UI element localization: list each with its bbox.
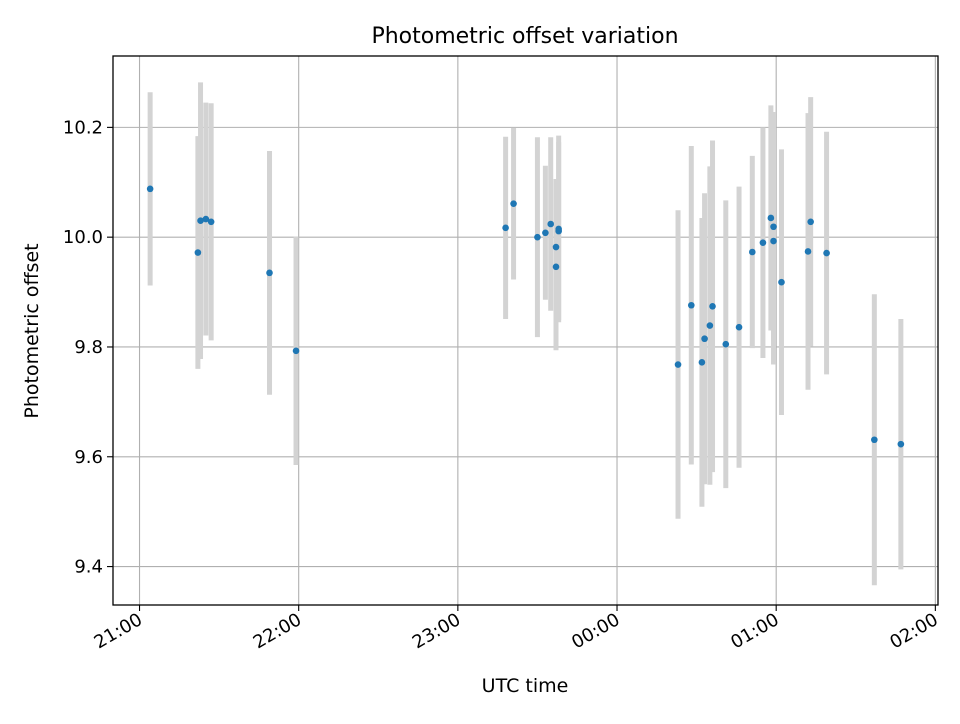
data-point	[534, 233, 541, 241]
data-point	[687, 301, 695, 309]
data-point	[542, 229, 549, 237]
data-point	[823, 249, 830, 257]
y-tick-label: 9.4	[74, 557, 103, 578]
data-point	[735, 323, 743, 331]
data-point	[807, 218, 814, 226]
data-point	[749, 248, 756, 256]
data-point	[266, 269, 273, 277]
data-point	[709, 303, 716, 310]
data-point	[701, 335, 708, 343]
data-point	[871, 436, 878, 444]
data-point	[502, 224, 509, 232]
data-point	[706, 322, 714, 329]
y-tick-label: 9.8	[74, 337, 103, 358]
chart-title: Photometric offset variation	[371, 24, 678, 49]
data-point	[770, 237, 777, 245]
y-axis-label: Photometric offset	[21, 243, 43, 418]
data-point	[197, 217, 204, 224]
y-tick-label: 10.2	[63, 117, 103, 138]
data-point	[778, 278, 785, 286]
grid-lines	[113, 56, 938, 605]
data-point	[804, 248, 812, 255]
data-point	[698, 359, 706, 366]
data-point	[767, 214, 775, 222]
data-point	[146, 185, 154, 193]
data-points	[146, 185, 905, 448]
data-point	[510, 200, 517, 207]
data-point	[770, 223, 777, 231]
data-point	[722, 340, 730, 348]
data-point	[674, 361, 682, 368]
data-point	[547, 220, 555, 228]
data-point	[194, 249, 202, 256]
data-point	[759, 239, 767, 246]
data-point	[552, 243, 560, 251]
data-point	[292, 347, 300, 355]
data-point	[207, 218, 215, 226]
y-axis-ticks: 9.4 9.6 9.8 10.0 10.2	[63, 117, 113, 578]
data-point	[897, 440, 905, 448]
plot-frame	[112, 55, 939, 606]
x-axis-label: UTC time	[482, 675, 569, 697]
y-tick-label: 10.0	[63, 227, 103, 248]
data-point	[555, 225, 562, 233]
y-tick-label: 9.6	[74, 447, 103, 468]
data-point	[552, 263, 560, 271]
data-point	[202, 215, 210, 223]
